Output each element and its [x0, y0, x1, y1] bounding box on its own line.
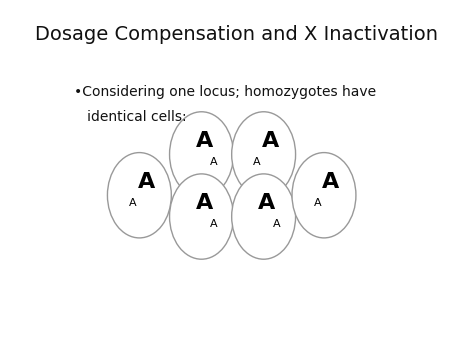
- Ellipse shape: [108, 153, 171, 238]
- Text: A: A: [273, 219, 280, 229]
- Text: A: A: [262, 131, 279, 151]
- Text: identical cells:: identical cells:: [73, 110, 186, 124]
- Text: A: A: [129, 198, 137, 208]
- Text: A: A: [196, 131, 213, 151]
- Ellipse shape: [232, 112, 296, 197]
- Text: A: A: [322, 172, 339, 192]
- Ellipse shape: [232, 174, 296, 259]
- Text: A: A: [210, 219, 218, 229]
- Text: A: A: [196, 193, 213, 213]
- Text: Dosage Compensation and X Inactivation: Dosage Compensation and X Inactivation: [36, 25, 438, 44]
- Ellipse shape: [170, 112, 234, 197]
- Text: A: A: [258, 193, 275, 213]
- Ellipse shape: [292, 153, 356, 238]
- Text: •Considering one locus; homozygotes have: •Considering one locus; homozygotes have: [73, 85, 376, 99]
- Ellipse shape: [170, 174, 234, 259]
- Text: A: A: [313, 198, 321, 208]
- Text: A: A: [253, 157, 261, 167]
- Text: A: A: [137, 172, 155, 192]
- Text: A: A: [210, 157, 218, 167]
